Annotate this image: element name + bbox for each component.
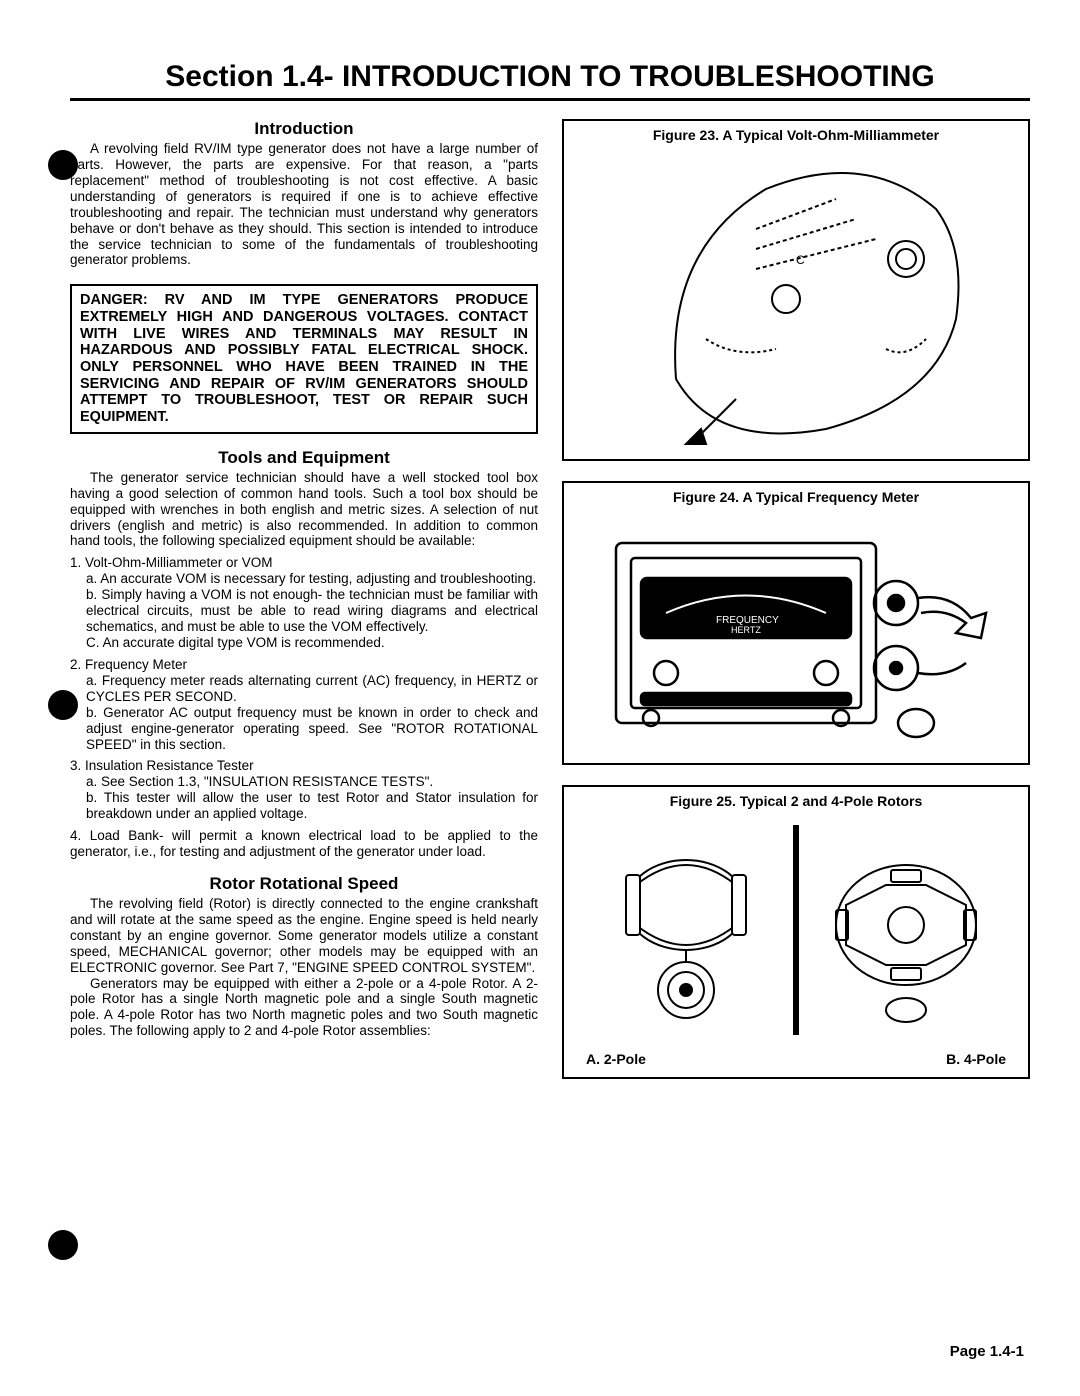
hole-punch-dot	[48, 690, 78, 720]
hole-punch-dot	[48, 150, 78, 180]
frequency-meter-illustration-svg: FREQUENCY HERTZ	[586, 523, 1006, 753]
figure-23-art: C	[572, 149, 1020, 449]
page-number: Page 1.4-1	[950, 1343, 1024, 1360]
danger-box: DANGER: RV AND IM TYPE GENERATORS PRODUC…	[70, 284, 538, 433]
rotors-illustration-svg	[586, 815, 1006, 1045]
figure-25-labels: A. 2-Pole B. 4-Pole	[572, 1051, 1020, 1067]
rotor-p2: Generators may be equipped with either a…	[70, 976, 538, 1040]
figure-25-caption: Figure 25. Typical 2 and 4-Pole Rotors	[572, 793, 1020, 809]
tools-item-1a: a. An accurate VOM is necessary for test…	[86, 571, 538, 587]
figure-25-art	[572, 815, 1020, 1045]
svg-text:HERTZ: HERTZ	[731, 625, 761, 635]
svg-text:C: C	[796, 253, 805, 267]
tools-heading: Tools and Equipment	[70, 448, 538, 468]
section-title: Section 1.4- INTRODUCTION TO TROUBLESHOO…	[70, 60, 1030, 101]
rotor-p1: The revolving field (Rotor) is directly …	[70, 896, 538, 976]
tools-item-1b: b. Simply having a VOM is not enough- th…	[86, 587, 538, 635]
tools-item-3b: b. This tester will allow the user to te…	[86, 790, 538, 822]
tools-item-1: 1. Volt-Ohm-Milliammeter or VOM	[70, 555, 538, 571]
hole-punch-dot	[48, 1230, 78, 1260]
vom-illustration-svg: C	[606, 149, 986, 449]
figure-23-caption: Figure 23. A Typical Volt-Ohm-Milliammet…	[572, 127, 1020, 143]
figure-25-label-a: A. 2-Pole	[586, 1051, 646, 1067]
intro-heading: Introduction	[70, 119, 538, 139]
two-column-layout: Introduction A revolving field RV/IM typ…	[70, 119, 1030, 1079]
tools-lead: The generator service technician should …	[70, 470, 538, 550]
figure-25-label-b: B. 4-Pole	[946, 1051, 1006, 1067]
figure-25: Figure 25. Typical 2 and 4-Pole Rotors	[562, 785, 1030, 1079]
right-column: Figure 23. A Typical Volt-Ohm-Milliammet…	[562, 119, 1030, 1079]
rotor-heading: Rotor Rotational Speed	[70, 874, 538, 894]
tools-item-3: 3. Insulation Resistance Tester	[70, 758, 538, 774]
figure-23: Figure 23. A Typical Volt-Ohm-Milliammet…	[562, 119, 1030, 461]
figure-24: Figure 24. A Typical Frequency Meter FRE…	[562, 481, 1030, 765]
tools-item-3a: a. See Section 1.3, "INSULATION RESISTAN…	[86, 774, 538, 790]
intro-body: A revolving field RV/IM type generator d…	[70, 141, 538, 268]
figure-24-caption: Figure 24. A Typical Frequency Meter	[572, 489, 1020, 505]
tools-item-4: 4. Load Bank- will permit a known electr…	[70, 828, 538, 860]
tools-item-2: 2. Frequency Meter	[70, 657, 538, 673]
figure-24-art: FREQUENCY HERTZ	[572, 523, 1020, 753]
left-column: Introduction A revolving field RV/IM typ…	[70, 119, 538, 1079]
tools-item-1c: C. An accurate digital type VOM is recom…	[86, 635, 538, 651]
tools-item-2b: b. Generator AC output frequency must be…	[86, 705, 538, 753]
tools-item-2a: a. Frequency meter reads alternating cur…	[86, 673, 538, 705]
